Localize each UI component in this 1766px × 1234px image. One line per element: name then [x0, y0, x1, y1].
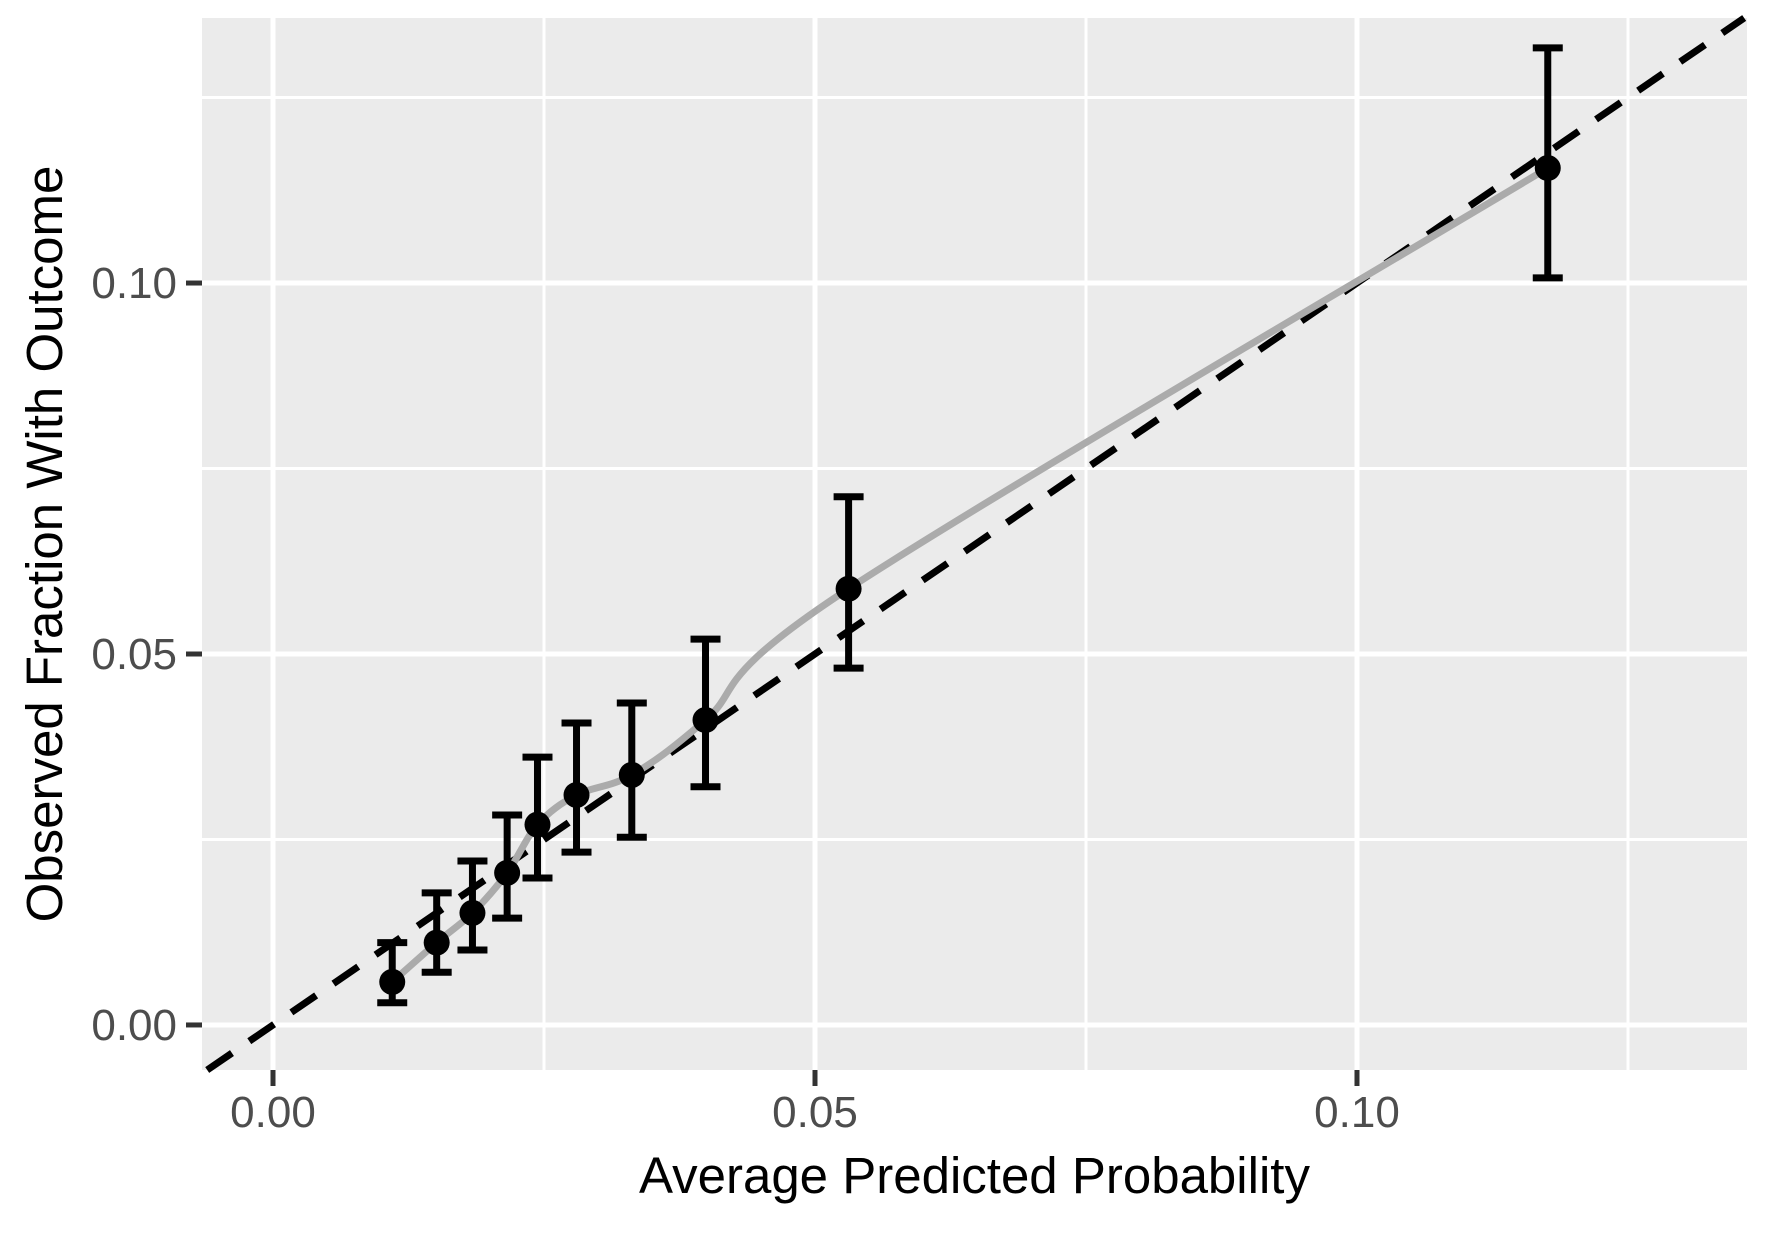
- data-point: [459, 899, 486, 926]
- data-point: [423, 929, 450, 956]
- data-point: [524, 811, 551, 838]
- y-tick-label: 0.05: [91, 630, 177, 679]
- data-point: [494, 859, 521, 886]
- data-point: [563, 781, 590, 808]
- data-point: [618, 761, 645, 788]
- data-point: [835, 575, 862, 602]
- data-point: [1534, 155, 1561, 182]
- y-tick-label: 0.10: [91, 259, 177, 308]
- x-axis-title: Average Predicted Probability: [639, 1147, 1310, 1204]
- y-tick-label: 0.00: [91, 1001, 177, 1050]
- x-tick-label: 0.00: [230, 1088, 316, 1137]
- plot-area: 0.00 0.05 0.10 0.00 0.05 0.10: [91, 15, 1747, 1137]
- data-point: [692, 707, 719, 734]
- y-axis-title: Observed Fraction With Outcome: [16, 166, 73, 923]
- data-point: [379, 968, 406, 995]
- x-tick-label: 0.05: [772, 1088, 858, 1137]
- x-tick-label: 0.10: [1314, 1088, 1400, 1137]
- identity-line: [205, 15, 1747, 1073]
